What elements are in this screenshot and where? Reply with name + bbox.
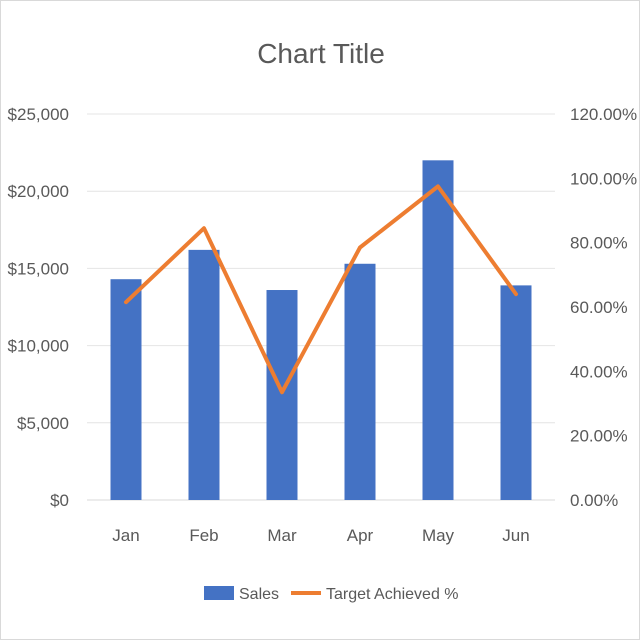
right-tick-label: 0.00% <box>570 491 618 510</box>
legend: Sales Target Achieved % <box>204 586 459 603</box>
x-tick-label: Apr <box>347 526 374 545</box>
x-tick-label: Mar <box>267 526 297 545</box>
chart-title: Chart Title <box>257 38 385 69</box>
right-tick-label: 80.00% <box>570 234 628 253</box>
sales-bar <box>267 290 298 500</box>
sales-bars <box>111 160 532 500</box>
sales-bar <box>111 279 142 500</box>
left-tick-label: $15,000 <box>8 259 69 278</box>
x-axis: Jan Feb Mar Apr May Jun <box>112 526 529 545</box>
left-tick-label: $5,000 <box>17 414 69 433</box>
right-tick-label: 40.00% <box>570 362 628 381</box>
left-tick-label: $10,000 <box>8 337 69 356</box>
sales-bar <box>189 250 220 500</box>
x-tick-label: May <box>422 526 455 545</box>
right-tick-label: 120.00% <box>570 105 637 124</box>
left-tick-label: $0 <box>50 491 69 510</box>
target-line <box>126 186 516 392</box>
left-tick-label: $20,000 <box>8 182 69 201</box>
legend-label-sales: Sales <box>239 586 279 603</box>
legend-swatch-sales <box>204 586 234 600</box>
right-axis: 0.00% 20.00% 40.00% 60.00% 80.00% 100.00% 120.… <box>570 105 637 510</box>
legend-label-target: Target Achieved % <box>326 586 459 603</box>
sales-bar <box>423 160 454 500</box>
right-tick-label: 60.00% <box>570 298 628 317</box>
right-tick-label: 100.00% <box>570 169 637 188</box>
left-axis: $0 $5,000 $10,000 $15,000 $20,000 $25,000 <box>8 105 69 510</box>
sales-bar <box>345 264 376 500</box>
gridlines <box>87 114 555 500</box>
x-tick-label: Feb <box>189 526 218 545</box>
right-tick-label: 20.00% <box>570 427 628 446</box>
target-achieved-line <box>126 186 516 392</box>
left-tick-label: $25,000 <box>8 105 69 124</box>
x-tick-label: Jan <box>112 526 139 545</box>
x-tick-label: Jun <box>502 526 529 545</box>
sales-bar <box>501 285 532 500</box>
